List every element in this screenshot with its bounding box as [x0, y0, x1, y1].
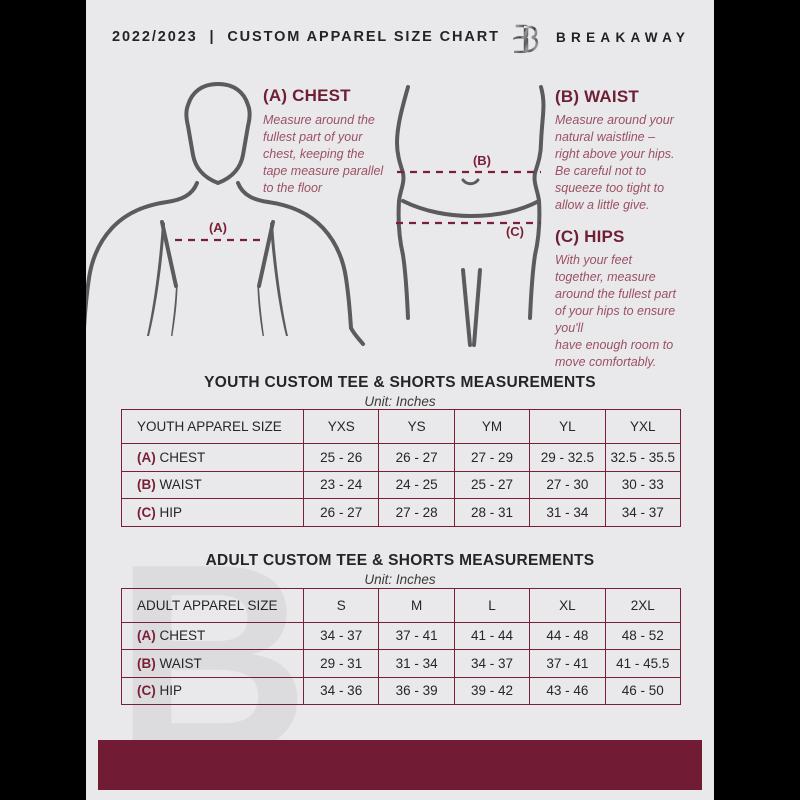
- svg-text:(A): (A): [209, 220, 227, 235]
- svg-text:(C): (C): [506, 224, 524, 239]
